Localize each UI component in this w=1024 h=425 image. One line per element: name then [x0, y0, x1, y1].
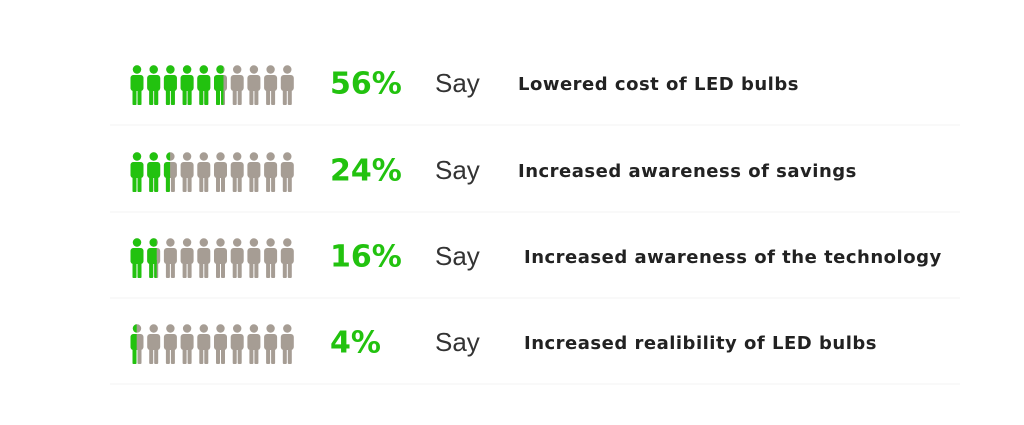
value-label: 16%: [330, 240, 402, 275]
connector: Say: [435, 155, 480, 185]
category-label: Increased awareness of the technology: [524, 247, 942, 268]
value-label: 24%: [330, 154, 402, 189]
connector: Say: [435, 241, 480, 271]
category-label: Increased realibility of LED bulbs: [524, 333, 877, 354]
value-label: 4%: [330, 326, 381, 361]
category-label: Lowered cost of LED bulbs: [518, 74, 799, 95]
value-label: 56%: [330, 67, 402, 102]
connector: Say: [435, 68, 480, 98]
connector: Say: [435, 327, 480, 357]
icon-row: [131, 324, 294, 364]
category-label: Increased awareness of savings: [518, 161, 857, 182]
